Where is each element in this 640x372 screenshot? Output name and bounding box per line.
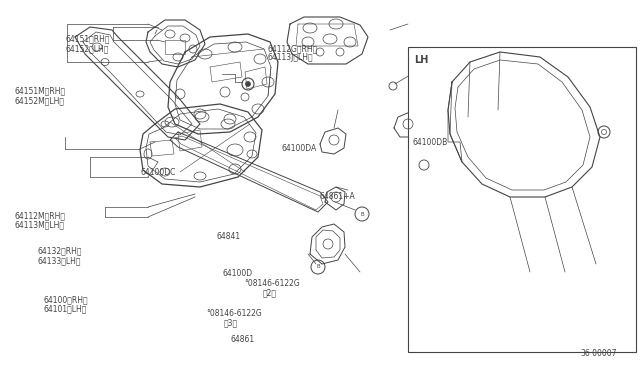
Text: 64151M（RH）: 64151M（RH） — [14, 87, 65, 96]
Text: 64113M（LH）: 64113M（LH） — [14, 221, 64, 230]
Text: 64112M（RH）: 64112M（RH） — [14, 211, 65, 220]
Text: 64132（RH）: 64132（RH） — [37, 247, 82, 256]
Text: B: B — [360, 212, 364, 217]
Text: 64841: 64841 — [216, 232, 241, 241]
Text: 64100D: 64100D — [223, 269, 253, 278]
Text: 36·00007: 36·00007 — [580, 349, 616, 358]
Text: 64152M（LH）: 64152M（LH） — [14, 96, 64, 105]
Ellipse shape — [246, 81, 250, 87]
Text: B: B — [316, 264, 320, 269]
Text: 64100DC: 64100DC — [141, 169, 176, 177]
Text: 64100（RH）: 64100（RH） — [44, 295, 88, 304]
Text: 64152（LH）: 64152（LH） — [65, 44, 109, 53]
Text: 64861+A: 64861+A — [320, 192, 356, 201]
Text: LH: LH — [414, 55, 429, 64]
Text: （2）: （2） — [262, 288, 276, 297]
Text: 64861: 64861 — [230, 335, 255, 344]
Text: °08146-6122G: °08146-6122G — [244, 279, 300, 288]
Text: 64113J（LH）: 64113J（LH） — [268, 53, 313, 62]
Text: 64101（LH）: 64101（LH） — [44, 304, 87, 313]
Text: 64133（LH）: 64133（LH） — [37, 256, 81, 265]
Bar — [408, 46, 636, 352]
Text: 64151（RH）: 64151（RH） — [65, 35, 110, 44]
Text: （3）: （3） — [224, 318, 238, 327]
Text: 64100DB: 64100DB — [413, 138, 448, 147]
Text: °08146-6122G: °08146-6122G — [206, 309, 262, 318]
Text: 64100DA: 64100DA — [282, 144, 317, 153]
Text: 64112G（RH）: 64112G（RH） — [268, 44, 318, 53]
